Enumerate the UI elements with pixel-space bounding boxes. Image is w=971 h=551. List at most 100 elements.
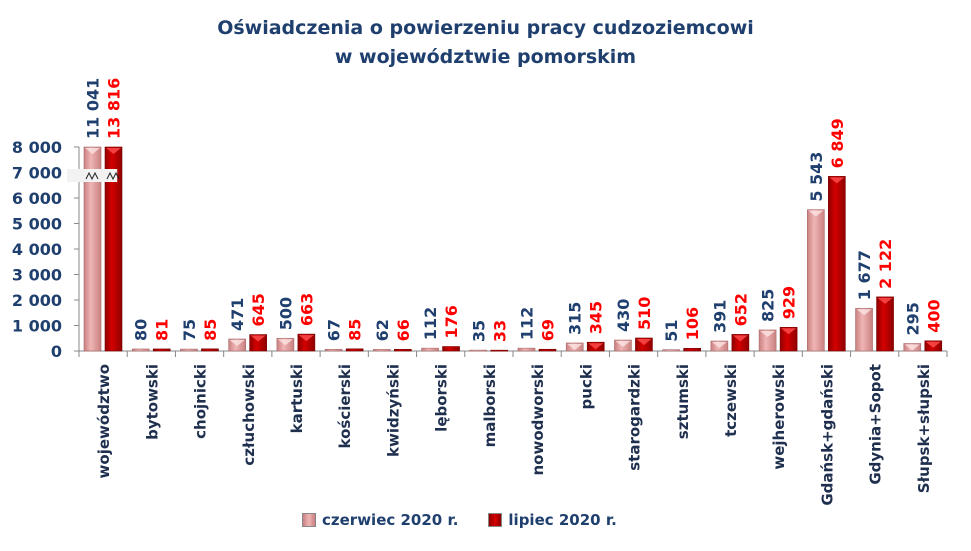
bar-june — [131, 348, 150, 352]
bar-cap — [85, 148, 100, 154]
category-label: chojnicki — [192, 364, 210, 439]
y-tick-label: 7 000 — [12, 164, 62, 183]
category-label: starogardzki — [626, 364, 644, 471]
data-label: 69 — [539, 319, 558, 341]
legend-label-june: czerwiec 2020 r. — [322, 511, 459, 529]
category-label: bytowski — [143, 364, 161, 440]
break-zigzag-icon — [85, 171, 99, 181]
bar-june — [855, 307, 873, 352]
data-label: 67 — [325, 319, 344, 341]
category-label: pucki — [577, 364, 595, 409]
chart-title-line1: Oświadczenia o powierzeniu pracy cudzozi… — [217, 17, 754, 39]
data-label: 315 — [566, 302, 585, 335]
data-label: 112 — [421, 307, 440, 340]
category-label: Gdynia+Sopot — [867, 364, 885, 485]
data-label: 2 122 — [876, 239, 895, 289]
bar-june — [469, 349, 488, 352]
data-label: 85 — [201, 319, 220, 341]
bar-july — [152, 348, 171, 352]
legend-swatch-june — [302, 513, 316, 527]
bar-july — [297, 333, 316, 352]
bar-cap — [636, 338, 652, 345]
bar-july — [442, 346, 460, 352]
category-label: człuchowski — [240, 364, 258, 466]
data-label: 929 — [780, 286, 799, 319]
data-label: 112 — [518, 307, 537, 340]
bar-cap — [760, 330, 776, 337]
data-label: 11 041 — [84, 78, 103, 139]
data-label: 510 — [635, 297, 654, 330]
bar-july — [779, 327, 798, 352]
data-label: 176 — [442, 305, 461, 338]
category-label: nowodworski — [529, 364, 547, 476]
bar-june — [421, 347, 439, 352]
break-zigzag-icon — [106, 171, 120, 181]
bar-june — [180, 348, 198, 352]
y-tick-label: 3 000 — [12, 266, 62, 285]
legend-label-july: lipiec 2020 r. — [508, 511, 617, 529]
category-label: malborski — [481, 364, 499, 447]
category-label: kartuski — [288, 364, 306, 433]
bar-july — [538, 348, 557, 352]
data-label: 80 — [132, 319, 151, 341]
data-label: 400 — [924, 299, 943, 332]
bar-july — [394, 349, 412, 352]
bar-july — [345, 348, 364, 352]
bar-cap — [856, 309, 872, 316]
bar-cap — [277, 339, 293, 346]
bar-cap — [808, 210, 824, 217]
category-label: sztumski — [674, 364, 692, 439]
data-label: 500 — [276, 297, 295, 330]
bar-june — [517, 347, 536, 352]
bar-june — [83, 146, 102, 352]
bar-cap — [711, 342, 727, 349]
bar-july — [490, 349, 509, 352]
chart-title-line2: w województwie pomorskim — [334, 46, 637, 68]
bar-cap — [829, 177, 845, 184]
bar-july — [731, 334, 750, 352]
bar-cap — [588, 343, 604, 350]
data-label: 5 543 — [807, 152, 826, 202]
bar-cap — [567, 343, 583, 350]
chart-title: Oświadczenia o powierzeniu pracy cudzozi… — [0, 14, 971, 72]
bar-june — [758, 329, 777, 352]
bar-june — [807, 209, 825, 352]
data-label: 6 849 — [828, 118, 847, 168]
bar-june — [373, 349, 391, 352]
data-label: 391 — [710, 300, 729, 333]
y-tick-label: 4 000 — [12, 240, 62, 259]
data-label: 85 — [346, 319, 365, 341]
category-label: wejherowski — [770, 364, 788, 470]
bar-july — [249, 334, 267, 352]
legend-item-june: czerwiec 2020 r. — [302, 511, 458, 529]
data-label: 1 677 — [855, 250, 874, 300]
data-label: 295 — [903, 302, 922, 335]
data-label: 62 — [373, 319, 392, 341]
data-label: 645 — [249, 293, 268, 326]
data-label: 471 — [228, 298, 247, 331]
y-tick-label: 6 000 — [12, 189, 62, 208]
bar-july — [876, 296, 894, 352]
chart-legend: czerwiec 2020 r. lipiec 2020 r. — [302, 511, 617, 529]
bar-cap — [615, 341, 631, 348]
bar-cap — [732, 335, 748, 342]
data-label: 663 — [297, 293, 316, 326]
bar-july — [683, 347, 701, 352]
axis-break — [67, 169, 118, 182]
category-label: tczewski — [722, 364, 740, 437]
category-label: kwidzyński — [384, 364, 402, 457]
bar-cap — [925, 341, 941, 348]
bar-cap — [781, 328, 797, 335]
data-label: 51 — [662, 319, 681, 341]
data-label: 345 — [587, 301, 606, 334]
data-label: 66 — [394, 319, 413, 341]
bar-july — [104, 146, 123, 352]
y-tick-label: 2 000 — [12, 291, 62, 310]
bar-cap — [877, 297, 893, 304]
legend-item-july: lipiec 2020 r. — [488, 511, 617, 529]
bar-cap — [250, 335, 266, 342]
bar-june — [662, 349, 680, 352]
data-label: 825 — [759, 289, 778, 322]
y-tick-label: 8 000 — [12, 138, 62, 157]
